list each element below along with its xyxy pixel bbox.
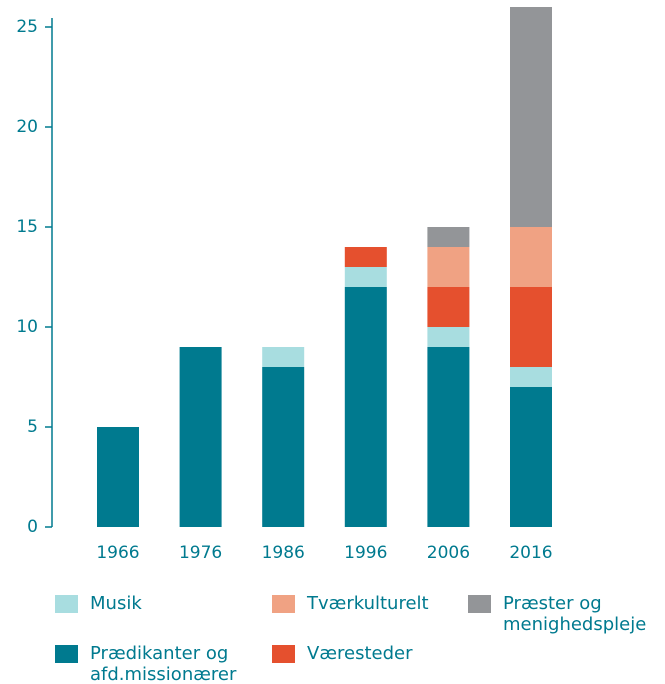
legend-label: Musik (90, 593, 142, 614)
plot: 0 5 10 15 20 25 1966 1976 1986 1996 2006 2016 (16, 7, 553, 563)
x-tick-label: 1986 (262, 543, 305, 563)
bar-segment (510, 287, 552, 367)
legend-swatch (55, 645, 78, 663)
bar-segment (427, 327, 470, 347)
legend-item: Væresteder (272, 643, 452, 664)
x-tick-label: 1976 (179, 543, 222, 563)
bar-segment (344, 287, 387, 527)
legend-label: Præster og menighedspleje (503, 593, 647, 635)
legend-label: Prædikanter og afd.missionærer (90, 643, 237, 684)
y-tick-label: 20 (16, 117, 38, 137)
x-tick-label: 1996 (344, 543, 387, 563)
legend-swatch (55, 595, 78, 613)
y-tick-label: 25 (16, 17, 38, 37)
legend-swatch (272, 595, 295, 613)
legend-label: Væresteder (307, 643, 413, 664)
legend-swatch (468, 595, 491, 613)
bar-segment (427, 227, 470, 247)
y-tick-label: 15 (16, 217, 38, 237)
x-tick-label: 2006 (427, 543, 470, 563)
bar-segment (262, 367, 305, 527)
legend-item: Præster og menighedspleje (468, 593, 658, 635)
bar-segment (262, 347, 305, 367)
bar-segment (97, 427, 139, 527)
legend-label: Tværkulturelt (307, 593, 429, 614)
y-tick-label: 5 (27, 417, 38, 437)
bar-segment (510, 7, 552, 227)
bar-segment (427, 247, 470, 287)
bar-segment (510, 387, 552, 527)
legend-item: Tværkulturelt (272, 593, 462, 614)
bar-segment (510, 367, 552, 387)
legend-item: Prædikanter og afd.missionærer (55, 643, 255, 684)
x-tick-label: 1966 (96, 543, 139, 563)
bar-segment (344, 247, 387, 267)
bar-segment (344, 267, 387, 287)
y-tick-label: 0 (27, 517, 38, 537)
x-tick-label: 2016 (509, 543, 552, 563)
bar-segment (427, 287, 470, 327)
bar-segment (510, 227, 552, 287)
bar-segment (179, 347, 222, 527)
legend-item: Musik (55, 593, 235, 614)
y-tick-label: 10 (16, 317, 38, 337)
legend-swatch (272, 645, 295, 663)
bar-segment (427, 347, 470, 527)
